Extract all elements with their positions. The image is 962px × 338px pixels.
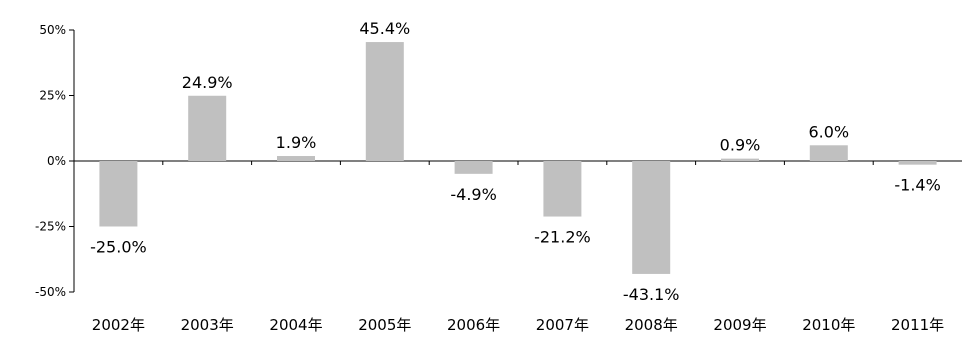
bar [898,161,937,165]
x-category-label: 2011年 [891,316,944,334]
data-label: -25.0% [90,238,147,257]
data-label: -21.2% [534,228,591,247]
x-category-label: 2009年 [713,316,766,334]
x-category-label: 2004年 [269,316,322,334]
bar [721,158,759,161]
y-axis-tick-labels: 50% 25% 0% -25% -50% [35,23,66,299]
data-label: 6.0% [808,122,849,141]
x-category-label: 2008年 [625,316,678,334]
data-label: 24.9% [182,73,233,92]
y-tick-label: -50% [35,285,66,299]
data-label: 1.9% [276,133,317,152]
y-tick-label: 50% [39,23,66,37]
bar-series [99,42,937,274]
x-category-label: 2005年 [358,316,411,334]
bar [454,161,493,174]
data-label: -4.9% [450,185,496,204]
data-label: 0.9% [720,136,761,155]
data-labels: -25.0% 24.9% 1.9% 45.4% -4.9% -21.2% -43.1% 0.9… [90,19,941,304]
bar [809,145,848,161]
x-category-label: 2003年 [181,316,234,334]
data-label: -1.4% [894,176,940,195]
x-axis-category-labels: 2002年 2003年 2004年 2005年 2006年 2007年 2008年 2009年… [92,316,944,334]
data-label: -43.1% [623,285,680,304]
bar [277,156,315,161]
y-tick-label: 0% [47,154,66,168]
y-tick-label: -25% [35,220,66,234]
bar [188,95,227,161]
bar [632,161,671,274]
bar [99,161,138,227]
bar [365,42,404,161]
x-category-label: 2002年 [92,316,145,334]
x-category-label: 2007年 [536,316,589,334]
bar [543,161,582,217]
x-category-label: 2010年 [802,316,855,334]
data-label: 45.4% [359,19,410,38]
x-category-label: 2006年 [447,316,500,334]
y-tick-label: 25% [39,89,66,103]
